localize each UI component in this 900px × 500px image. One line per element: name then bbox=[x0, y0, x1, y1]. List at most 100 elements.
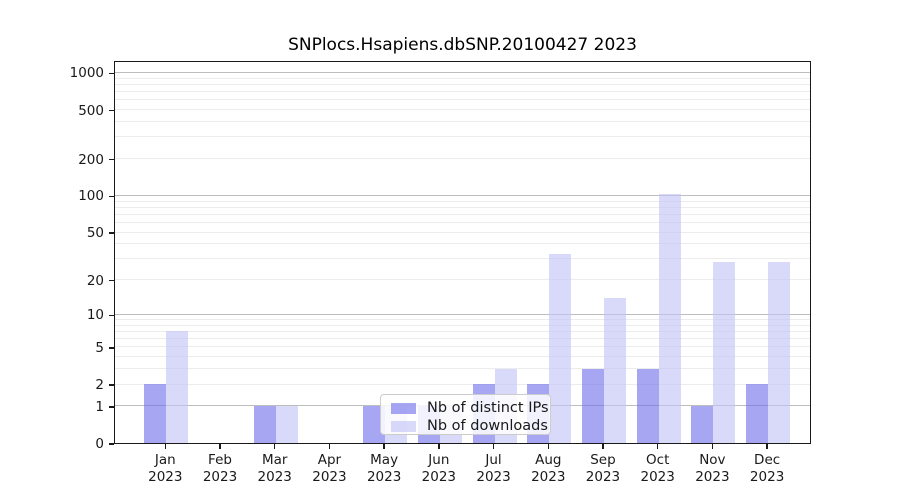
y-tick-label-20: 20 bbox=[86, 272, 104, 289]
legend-item-distinct-ips: Nb of distinct IPs bbox=[391, 401, 550, 415]
y-tick-mark-5 bbox=[109, 347, 114, 349]
x-tick-label-jun: Jun 2023 bbox=[399, 452, 479, 485]
x-tick-month: Dec bbox=[754, 452, 781, 468]
x-tick-label-feb: Feb 2023 bbox=[180, 452, 260, 485]
x-tick-mark-12 bbox=[766, 444, 768, 449]
gridline-minor-700 bbox=[115, 91, 810, 93]
bar-distinct-ips-jan bbox=[144, 384, 167, 443]
gridline-minor-7 bbox=[115, 330, 810, 332]
x-tick-label-jan: Jan 2023 bbox=[125, 452, 205, 485]
y-tick-label-10: 10 bbox=[86, 307, 104, 324]
x-tick-year: 2023 bbox=[366, 468, 402, 485]
x-tick-label-jul: Jul 2023 bbox=[454, 452, 534, 485]
bar-downloads-jan bbox=[166, 331, 189, 443]
bar-downloads-aug bbox=[549, 253, 572, 443]
y-tick-label-1000: 1000 bbox=[69, 65, 104, 82]
gridline-minor-5 bbox=[115, 346, 810, 348]
x-tick-mark-2 bbox=[219, 444, 221, 449]
x-tick-label-dec: Dec 2023 bbox=[727, 452, 807, 485]
y-tick-label-100: 100 bbox=[78, 188, 104, 205]
y-tick-mark-1000 bbox=[109, 72, 114, 75]
gridline-minor-40 bbox=[115, 243, 810, 245]
x-tick-year: 2023 bbox=[640, 468, 675, 485]
legend-swatch-downloads bbox=[391, 420, 416, 432]
gridline-minor-4 bbox=[115, 356, 810, 358]
y-tick-mark-100 bbox=[109, 195, 114, 198]
bar-downloads-sep bbox=[603, 297, 626, 443]
bar-downloads-dec bbox=[768, 262, 791, 443]
x-tick-month: Nov bbox=[699, 452, 726, 468]
x-tick-year: 2023 bbox=[148, 468, 183, 485]
x-tick-year: 2023 bbox=[585, 468, 621, 485]
gridline-minor-50 bbox=[115, 231, 810, 233]
y-tick-label-500: 500 bbox=[78, 102, 104, 119]
gridline-minor-20 bbox=[115, 279, 810, 281]
bar-distinct-ips-nov bbox=[691, 405, 714, 443]
x-tick-month: Aug bbox=[535, 452, 562, 468]
bar-downloads-nov bbox=[713, 262, 736, 443]
x-tick-mark-6 bbox=[438, 444, 440, 449]
x-tick-mark-1 bbox=[164, 444, 167, 449]
y-tick-label-50: 50 bbox=[86, 225, 104, 242]
x-tick-label-apr: Apr 2023 bbox=[289, 452, 369, 485]
x-tick-month: Jul bbox=[485, 452, 502, 468]
bar-downloads-mar bbox=[275, 405, 298, 443]
x-tick-year: 2023 bbox=[421, 468, 457, 485]
x-tick-mark-8 bbox=[547, 444, 550, 449]
gridline-minor-800 bbox=[115, 83, 810, 85]
y-tick-mark-2 bbox=[109, 384, 114, 386]
gridline-major-100 bbox=[115, 194, 810, 196]
x-tick-year: 2023 bbox=[202, 468, 238, 485]
legend-swatch-distinct-ips bbox=[391, 402, 416, 414]
x-tick-mark-4 bbox=[328, 444, 331, 449]
legend-label-distinct-ips: Nb of distinct IPs bbox=[427, 400, 549, 416]
bar-distinct-ips-dec bbox=[746, 384, 769, 443]
gridline-minor-6 bbox=[115, 338, 810, 340]
x-tick-label-mar: Mar 2023 bbox=[235, 452, 315, 485]
bar-downloads-oct bbox=[658, 193, 681, 443]
y-tick-mark-0 bbox=[109, 443, 114, 445]
x-tick-mark-9 bbox=[602, 444, 604, 449]
x-tick-mark-3 bbox=[273, 444, 276, 449]
x-tick-month: Jan bbox=[154, 452, 176, 468]
y-tick-mark-20 bbox=[109, 279, 114, 282]
y-tick-mark-10 bbox=[109, 314, 114, 317]
x-tick-mark-11 bbox=[711, 444, 714, 449]
y-tick-label-0: 0 bbox=[95, 436, 104, 452]
x-tick-label-aug: Aug 2023 bbox=[508, 452, 588, 485]
gridline-minor-70 bbox=[115, 213, 810, 215]
x-tick-year: 2023 bbox=[476, 468, 511, 485]
x-tick-label-nov: Nov 2023 bbox=[672, 452, 752, 485]
y-tick-mark-1 bbox=[109, 406, 114, 408]
x-tick-month: Mar bbox=[261, 452, 288, 468]
gridline-minor-200 bbox=[115, 158, 810, 160]
x-tick-year: 2023 bbox=[257, 468, 292, 485]
x-tick-month: Apr bbox=[317, 452, 342, 468]
y-tick-mark-200 bbox=[109, 158, 114, 161]
gridline-minor-500 bbox=[115, 109, 810, 111]
gridline-major-1000 bbox=[115, 71, 810, 73]
gridline-minor-300 bbox=[115, 136, 810, 138]
gridline-minor-80 bbox=[115, 206, 810, 208]
x-tick-month: Sep bbox=[590, 452, 616, 468]
x-tick-label-sep: Sep 2023 bbox=[563, 452, 643, 485]
y-tick-label-2: 2 bbox=[95, 377, 104, 394]
y-tick-label-200: 200 bbox=[78, 151, 104, 168]
x-tick-month: Feb bbox=[208, 452, 232, 468]
y-tick-label-5: 5 bbox=[95, 339, 104, 356]
gridline-minor-2 bbox=[115, 383, 810, 385]
bar-distinct-ips-sep bbox=[581, 368, 604, 443]
chart-title: SNPlocs.Hsapiens.dbSNP.20100427 2023 bbox=[288, 35, 637, 55]
x-tick-month: May bbox=[370, 452, 399, 468]
y-tick-mark-500 bbox=[109, 109, 114, 112]
x-tick-year: 2023 bbox=[531, 468, 566, 485]
gridline-minor-600 bbox=[115, 99, 810, 101]
x-tick-label-may: May 2023 bbox=[344, 452, 424, 485]
legend-item-downloads: Nb of downloads bbox=[391, 419, 550, 433]
legend-label-downloads: Nb of downloads bbox=[427, 418, 548, 434]
x-tick-year: 2023 bbox=[695, 468, 730, 485]
gridline-minor-30 bbox=[115, 258, 810, 260]
gridline-major-10 bbox=[115, 313, 810, 315]
gridline-minor-60 bbox=[115, 222, 810, 224]
